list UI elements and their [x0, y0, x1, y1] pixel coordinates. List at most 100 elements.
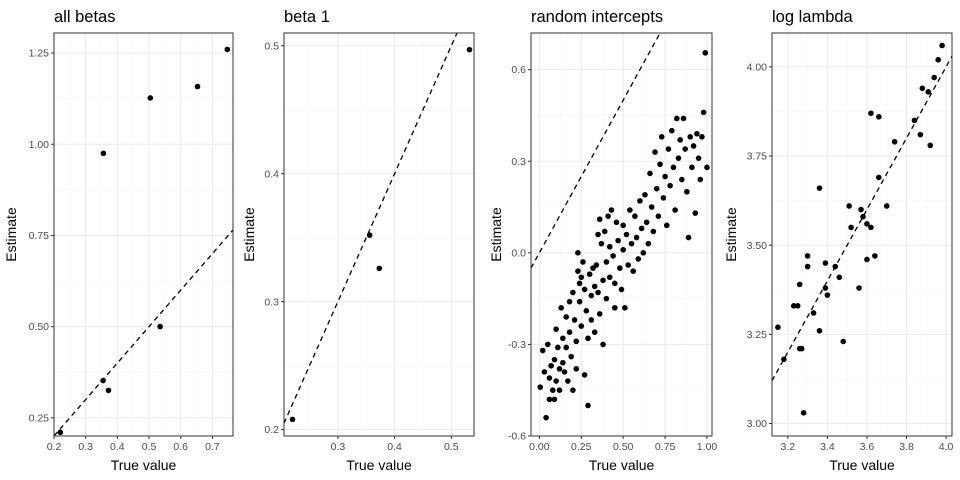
data-point: [704, 164, 710, 171]
data-point: [551, 396, 558, 403]
panel-border: [283, 32, 475, 437]
data-point: [546, 396, 553, 403]
data-point: [585, 402, 591, 409]
data-point: [556, 387, 563, 394]
panel-background: [772, 33, 952, 436]
data-point: [695, 155, 702, 161]
data-point: [822, 285, 829, 291]
data-point: [790, 303, 797, 309]
x-tick-label: 0.7: [205, 441, 220, 453]
panel-4: 3.2 3.4 3.6 3.8 4.0 3.00 3.25 3.50 3.75 4.00 True …: [723, 8, 954, 473]
data-point: [876, 114, 882, 120]
data-point: [570, 387, 576, 394]
data-point: [689, 164, 695, 171]
data-point: [677, 137, 683, 143]
data-point: [573, 338, 580, 345]
data-point: [660, 195, 667, 201]
data-point: [630, 268, 637, 274]
data-point: [615, 237, 621, 244]
data-point: [580, 259, 586, 265]
data-point: [289, 416, 296, 423]
data-point: [558, 304, 564, 311]
y-tick-label: 3.25: [747, 329, 768, 341]
data-point: [667, 182, 673, 189]
x-tick-label: 0.4: [387, 441, 402, 453]
y-axis-title: Estimate: [3, 207, 19, 262]
y-axis-title: Estimate: [488, 207, 504, 262]
x-tick-label: 0.4: [110, 441, 125, 453]
y-tick-label: 0.3: [264, 296, 279, 308]
x-tick-label: 4.0: [939, 441, 954, 453]
panel-border: [771, 32, 953, 437]
data-point: [935, 56, 941, 63]
data-point: [679, 176, 685, 183]
data-point: [581, 286, 588, 293]
data-point: [917, 131, 924, 138]
data-point: [537, 384, 544, 390]
data-point: [697, 176, 704, 183]
data-point: [539, 347, 546, 354]
data-point: [919, 85, 926, 92]
data-point: [551, 356, 558, 363]
data-point: [675, 155, 682, 161]
reference-line: [54, 229, 233, 436]
data-point: [872, 253, 878, 259]
data-point: [600, 277, 606, 284]
data-point: [690, 143, 697, 149]
data-point: [605, 213, 611, 219]
data-point: [611, 280, 618, 287]
data-point: [883, 203, 890, 209]
data-point: [622, 304, 628, 311]
data-point: [625, 262, 632, 268]
data-point: [647, 170, 653, 177]
y-tick-label: -0.3: [508, 339, 526, 351]
data-point: [668, 127, 675, 134]
data-point: [832, 263, 839, 270]
panel-plot-area: [54, 33, 233, 436]
data-point: [864, 256, 870, 263]
data-point: [581, 372, 588, 378]
data-point: [546, 375, 553, 381]
data-point: [586, 271, 593, 277]
data-point: [575, 268, 581, 274]
x-tick-label: 0.75: [655, 441, 676, 453]
data-point: [824, 292, 831, 298]
data-point: [680, 115, 687, 122]
data-point: [548, 362, 554, 369]
data-point: [682, 146, 688, 152]
data-point: [931, 74, 937, 81]
data-point: [685, 234, 692, 241]
data-point: [598, 240, 605, 247]
x-tick-label: 0.5: [444, 441, 459, 453]
y-tick-label: 0.50: [29, 321, 50, 333]
y-tick-label: 3.00: [747, 418, 768, 430]
data-point: [638, 225, 645, 232]
data-point: [816, 327, 823, 334]
panel-title: beta 1: [284, 8, 330, 26]
panel-border: [530, 32, 713, 437]
y-tick-label: 0.75: [29, 230, 50, 242]
data-point: [798, 345, 805, 352]
data-point: [544, 341, 551, 348]
data-point: [822, 260, 829, 266]
data-point: [684, 188, 690, 195]
y-tick-label: 0.2: [264, 424, 279, 436]
data-point: [836, 274, 843, 281]
data-point: [640, 250, 647, 256]
data-point: [635, 256, 642, 262]
data-point: [662, 173, 668, 180]
panel-title: log lambda: [772, 8, 854, 26]
data-point: [595, 289, 601, 296]
y-axis-title: Estimate: [723, 207, 739, 262]
data-point: [593, 262, 600, 268]
data-point: [848, 224, 854, 231]
data-point: [570, 289, 576, 296]
data-point: [858, 206, 864, 213]
x-tick-label: 0.3: [78, 441, 93, 453]
data-point: [653, 185, 660, 192]
panel-plot-area: [284, 33, 474, 436]
reference-line: [284, 33, 458, 424]
data-point: [868, 224, 874, 231]
data-point: [603, 259, 610, 265]
